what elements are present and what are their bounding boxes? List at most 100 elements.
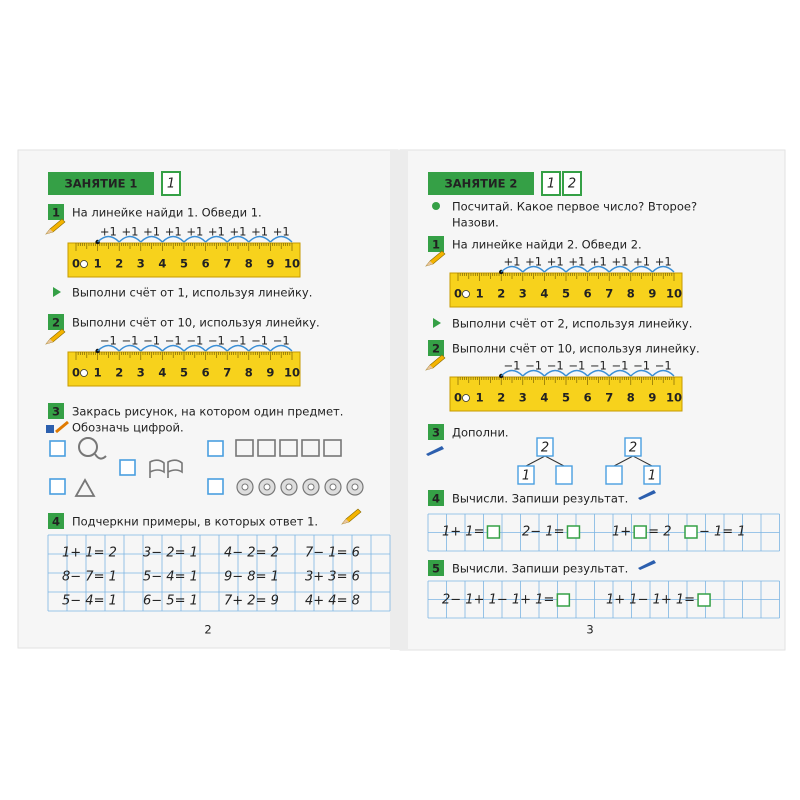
pencil-tip [46, 339, 53, 344]
task-text: Закрась рисунок, на котором один предмет… [72, 405, 343, 419]
tree-number: 1 [648, 469, 656, 484]
ruler-number: 0 [72, 257, 80, 271]
expression: 1+ 1= [442, 525, 484, 540]
step-label: −1 [633, 359, 650, 373]
step-label: −1 [655, 359, 672, 373]
step-label: +1 [547, 255, 564, 269]
step-arc [205, 344, 228, 352]
step-label: −1 [568, 359, 585, 373]
step-label: −1 [208, 334, 225, 348]
tree-box [605, 465, 623, 485]
answer-box [697, 593, 711, 607]
bullet-arrow [53, 287, 61, 297]
tree-branch [544, 455, 565, 467]
ruler-number: 4 [158, 366, 166, 380]
task-number-box [428, 560, 444, 576]
example: 5− 4= 1 [62, 594, 117, 609]
step-arc [608, 369, 632, 377]
step-label: +1 [590, 255, 607, 269]
step-label: −1 [525, 359, 542, 373]
page-number: 2 [204, 623, 211, 637]
ruler-number: 6 [202, 366, 210, 380]
lesson-title: ЗАНЯТИЕ 2 [445, 177, 518, 191]
step-label: +1 [655, 255, 672, 269]
answer-box [556, 593, 571, 607]
ruler-number: 8 [245, 257, 253, 271]
step-arc [651, 369, 675, 377]
task-number: 5 [432, 562, 440, 576]
step-arc [565, 265, 589, 273]
intro-text: Посчитай. Какое первое число? Второе? [452, 200, 697, 214]
lesson-box [562, 171, 582, 196]
ruler-number: 7 [605, 287, 613, 301]
ruler-number: 7 [223, 366, 231, 380]
left-page [17, 149, 399, 649]
example: 4+ 4= 8 [305, 594, 360, 609]
task-number-box [48, 314, 64, 330]
task-number-box [428, 424, 444, 440]
expression: 2− 1+ 1− 1+ 1= [442, 593, 554, 608]
task-number-box [48, 403, 64, 419]
ruler-number: 5 [562, 391, 570, 405]
example: 9− 8= 1 [224, 570, 279, 585]
lesson-box [541, 171, 561, 196]
ruler-number: 9 [266, 366, 274, 380]
pencil-tip [46, 229, 53, 234]
step-arc [205, 235, 228, 243]
ruler-number: 10 [284, 366, 300, 380]
example: 4− 2= 2 [224, 546, 279, 561]
step-label: −1 [612, 359, 629, 373]
answer-box [684, 525, 698, 539]
picture-ring [94, 453, 107, 460]
answer-square [119, 459, 136, 476]
pencil-tip [426, 261, 433, 266]
ruler-number: 10 [284, 257, 300, 271]
step-arc [118, 235, 142, 243]
step-arc [587, 265, 610, 273]
step-label: −1 [186, 334, 203, 348]
lesson-box [161, 171, 181, 196]
step-arc [608, 265, 632, 273]
tree-number: 2 [541, 441, 549, 456]
step-arc [522, 369, 545, 377]
ruler-number: 8 [627, 391, 635, 405]
step-arc [543, 265, 567, 273]
step-label: +1 [273, 225, 290, 239]
picture-flower-center [263, 483, 271, 491]
answer-square [49, 440, 66, 457]
ruler-number: 4 [158, 257, 166, 271]
task-number: 1 [432, 238, 440, 252]
step-label: +1 [230, 225, 247, 239]
bullet-arrow [433, 318, 441, 328]
ruler-number: 3 [137, 257, 145, 271]
ruler-number: 6 [584, 287, 592, 301]
task-number-box [48, 204, 64, 220]
task-number: 4 [432, 492, 440, 506]
step-arc [630, 265, 653, 273]
ruler-number: 2 [497, 287, 505, 301]
expression: 2− 1= [522, 525, 564, 540]
tree-number: 2 [629, 441, 637, 456]
ruler-zero-mark [80, 260, 88, 268]
step-label: −1 [251, 334, 268, 348]
ruler-zero-mark [80, 369, 88, 377]
task-text: Вычисли. Запиши результат. [452, 492, 628, 506]
ruler-number: 8 [245, 366, 253, 380]
step-arc [226, 235, 250, 243]
step-arc [226, 344, 250, 352]
step-label: −1 [590, 359, 607, 373]
ruler-number: 1 [476, 391, 484, 405]
step-label: −1 [504, 359, 521, 373]
lesson-badge [48, 172, 154, 195]
step-arc [269, 344, 293, 352]
tree-box [643, 465, 661, 485]
task-number: 3 [52, 405, 60, 419]
picture-flower-center [285, 483, 293, 491]
lesson-badge [428, 172, 534, 195]
answer-box [486, 525, 501, 539]
picture-flags [149, 459, 183, 478]
step-label: +1 [186, 225, 203, 239]
example: 1+ 1= 2 [62, 546, 117, 561]
ruler-number: 0 [72, 366, 80, 380]
picture-flower-center [351, 483, 359, 491]
